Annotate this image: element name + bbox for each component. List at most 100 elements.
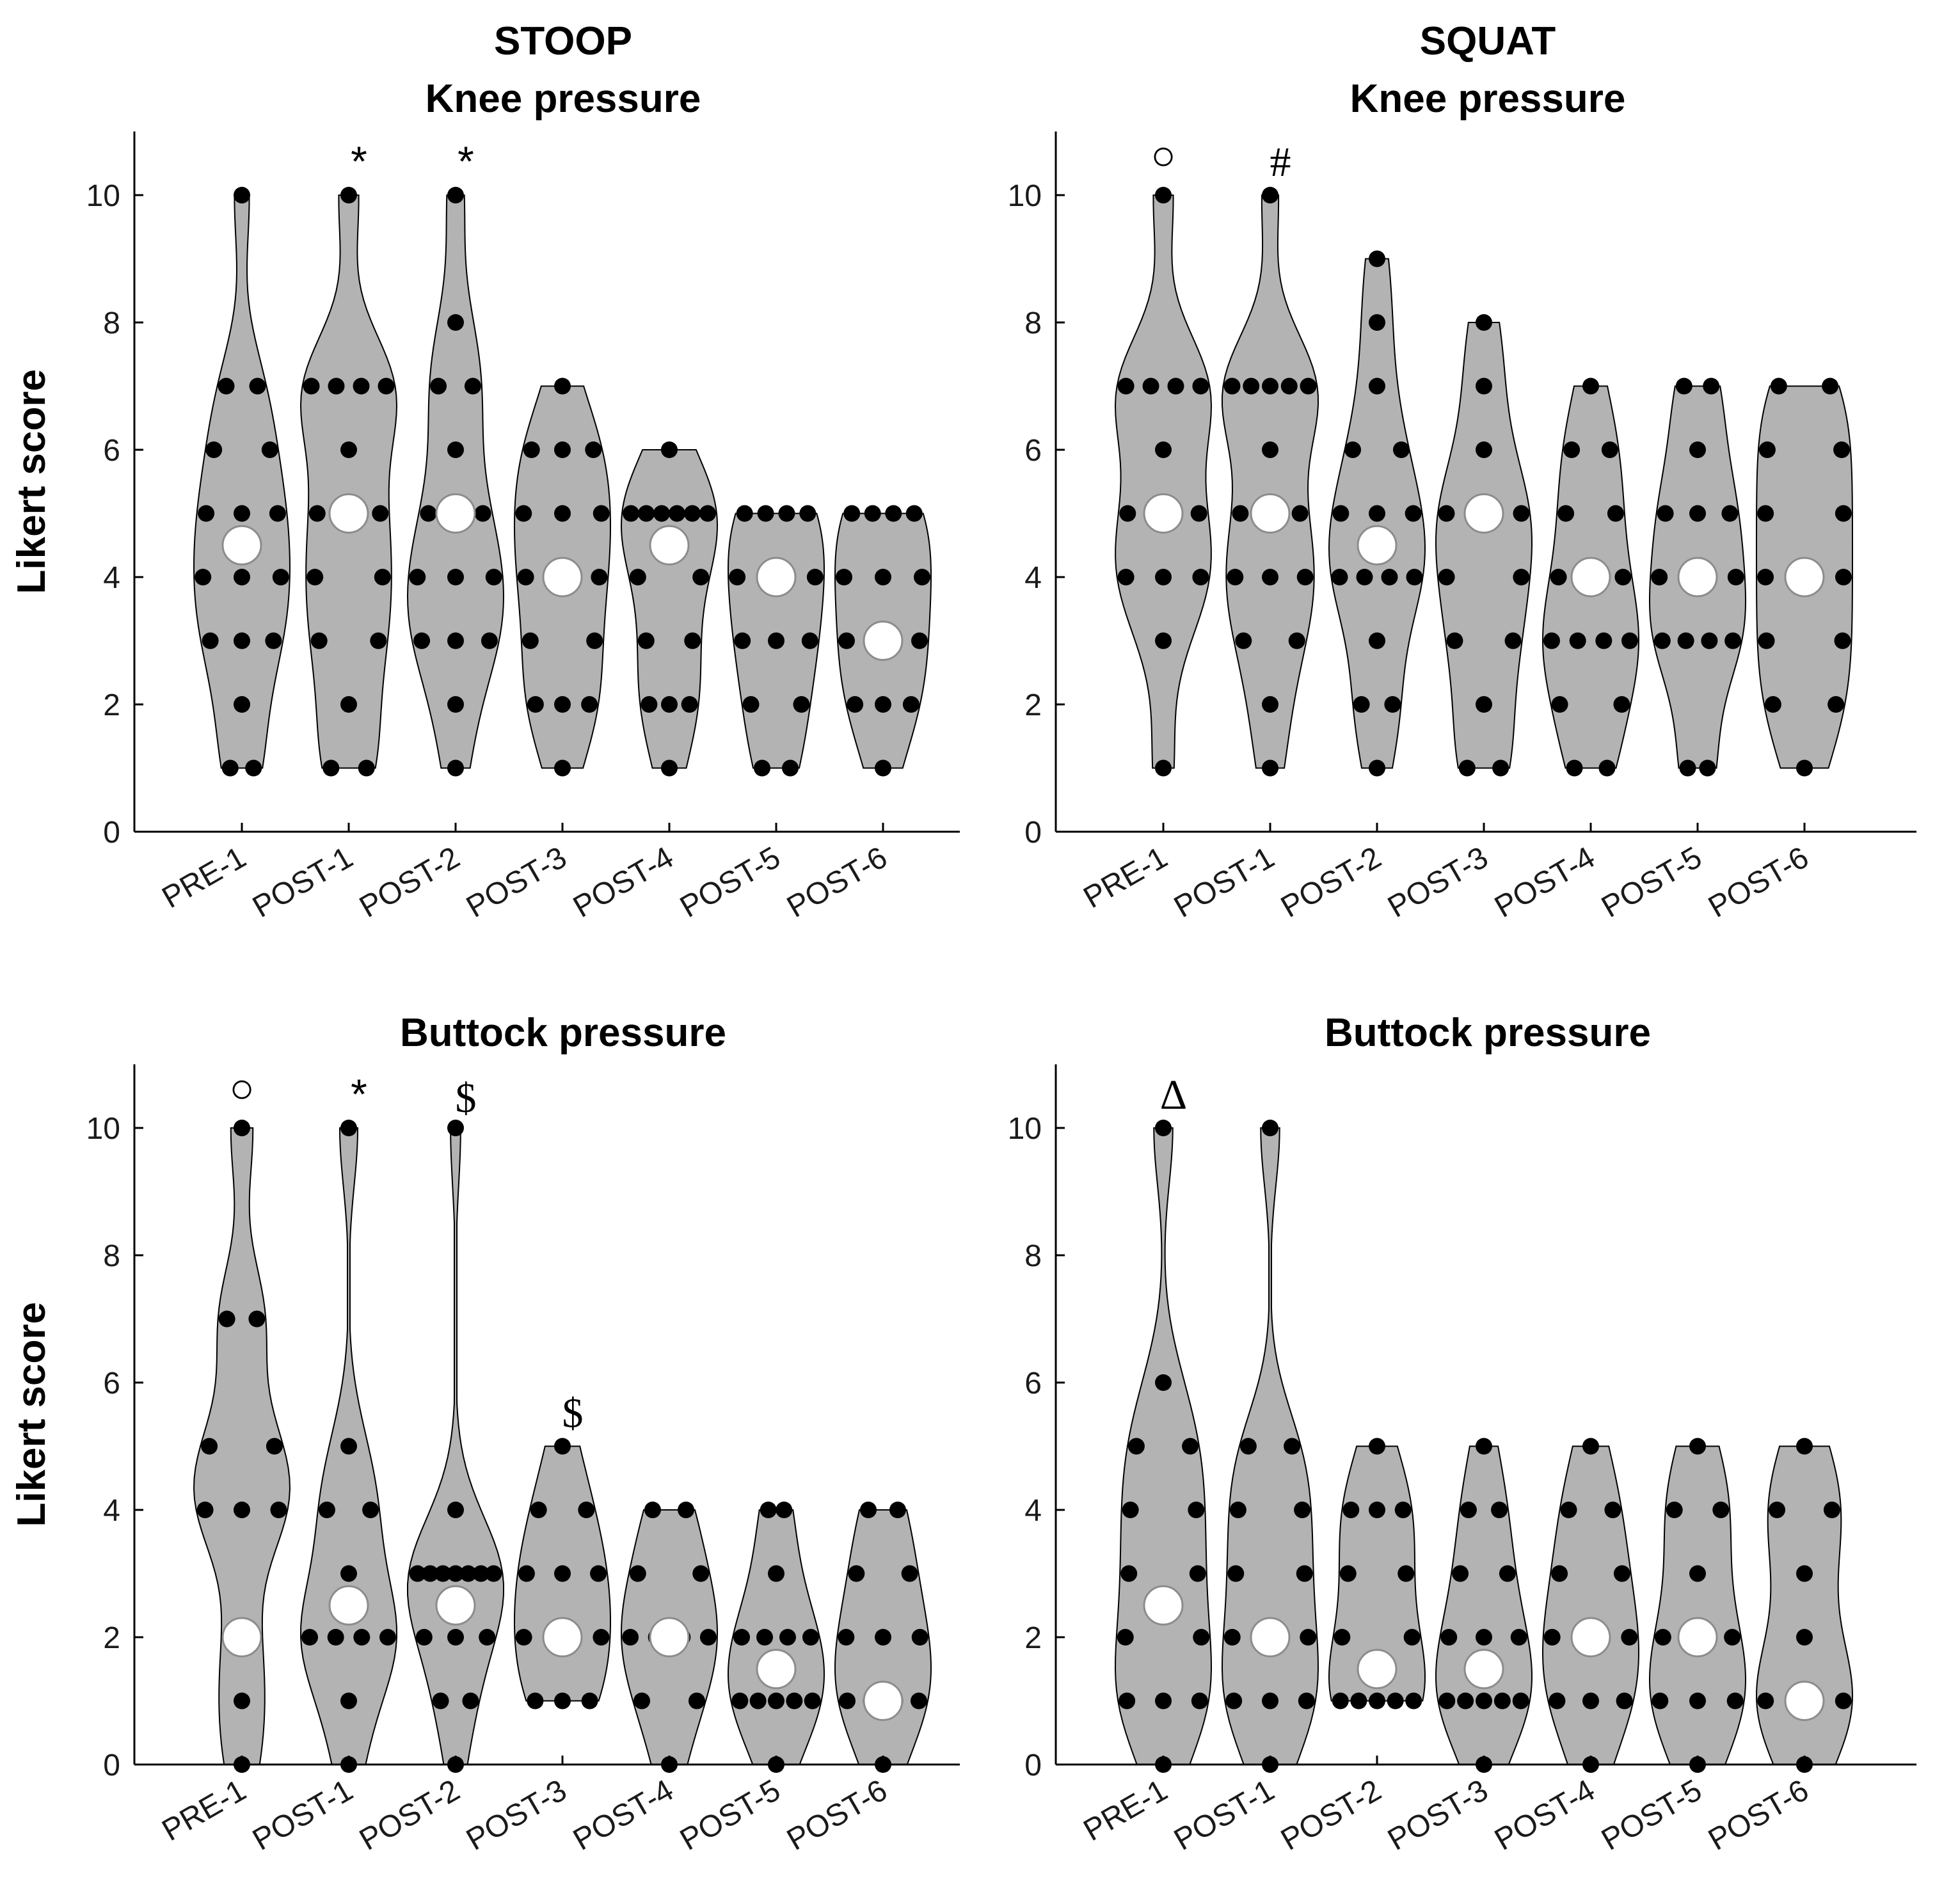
y-axis-label: Likert score bbox=[10, 369, 54, 594]
data-point bbox=[1440, 1629, 1458, 1646]
data-point bbox=[340, 1692, 357, 1710]
data-point bbox=[1677, 632, 1694, 649]
panel-title: Knee pressure bbox=[1350, 77, 1626, 121]
data-point bbox=[1331, 569, 1348, 585]
data-point bbox=[1155, 759, 1172, 777]
data-point bbox=[447, 569, 464, 585]
data-point bbox=[692, 1565, 710, 1582]
data-point bbox=[459, 1565, 477, 1582]
data-point bbox=[782, 759, 799, 777]
data-point bbox=[1598, 759, 1616, 777]
data-point bbox=[1438, 1692, 1456, 1710]
data-point bbox=[692, 569, 710, 585]
data-point bbox=[905, 505, 923, 522]
data-point bbox=[786, 1692, 803, 1710]
x-tick-label: POST-4 bbox=[568, 841, 679, 924]
y-tick-label: 0 bbox=[1024, 816, 1042, 850]
violin-POST-2 bbox=[406, 1127, 505, 1765]
data-point bbox=[272, 569, 289, 585]
data-point bbox=[420, 505, 437, 522]
data-point bbox=[1689, 505, 1706, 522]
data-point bbox=[1757, 505, 1774, 522]
data-point bbox=[479, 1629, 496, 1646]
data-point bbox=[1666, 1502, 1683, 1518]
violin-POST-1 bbox=[1221, 1127, 1319, 1765]
x-tick-label: PRE-1 bbox=[1078, 841, 1174, 916]
data-point bbox=[1342, 1502, 1360, 1518]
data-point bbox=[1300, 377, 1317, 395]
y-tick-label: 2 bbox=[103, 1621, 120, 1655]
data-point bbox=[1757, 569, 1774, 585]
median-marker bbox=[542, 557, 583, 598]
data-point bbox=[1227, 1565, 1245, 1582]
data-point bbox=[1142, 377, 1159, 395]
y-tick-label: 0 bbox=[103, 1749, 120, 1782]
data-point bbox=[1476, 314, 1492, 331]
data-point bbox=[485, 1565, 502, 1582]
data-point bbox=[447, 441, 464, 458]
data-point bbox=[1334, 1629, 1351, 1646]
data-point bbox=[593, 505, 610, 522]
significance-marker: * bbox=[351, 138, 367, 185]
data-point bbox=[1403, 1629, 1421, 1646]
data-point bbox=[1560, 1502, 1577, 1518]
data-point bbox=[1689, 1438, 1706, 1455]
data-point bbox=[1835, 1692, 1852, 1710]
data-point bbox=[1476, 1629, 1492, 1646]
data-point bbox=[1796, 1565, 1813, 1582]
data-point bbox=[629, 1565, 646, 1582]
data-point bbox=[801, 632, 818, 649]
data-point bbox=[1764, 696, 1781, 713]
data-point bbox=[1701, 632, 1718, 649]
data-point bbox=[768, 632, 784, 649]
median-marker bbox=[1357, 525, 1397, 566]
data-point bbox=[1595, 632, 1612, 649]
data-point bbox=[554, 1565, 571, 1582]
median-marker bbox=[435, 493, 476, 534]
data-point bbox=[327, 1629, 344, 1646]
data-point bbox=[581, 696, 598, 713]
data-point bbox=[1339, 1565, 1357, 1582]
data-point bbox=[802, 1629, 819, 1646]
significance-marker: # bbox=[1270, 139, 1291, 186]
data-point bbox=[760, 1502, 777, 1518]
data-point bbox=[1119, 505, 1136, 522]
data-point bbox=[234, 1502, 250, 1518]
violin-PRE-1 bbox=[1114, 1127, 1213, 1765]
x-tick-label: POST-4 bbox=[568, 1773, 679, 1857]
data-point bbox=[1757, 1692, 1774, 1710]
data-point bbox=[1369, 1502, 1385, 1518]
data-point bbox=[447, 696, 464, 713]
data-point bbox=[1117, 377, 1135, 395]
data-point bbox=[1726, 1692, 1744, 1710]
violin-PRE-1 bbox=[193, 194, 291, 769]
data-point bbox=[1369, 505, 1385, 522]
data-point bbox=[1835, 505, 1852, 522]
data-point bbox=[447, 1502, 464, 1518]
data-point bbox=[1369, 759, 1385, 777]
data-point bbox=[910, 1692, 927, 1710]
data-point bbox=[1460, 1502, 1477, 1518]
data-point bbox=[1689, 1565, 1706, 1582]
data-point bbox=[1834, 632, 1851, 649]
data-point bbox=[578, 1502, 595, 1518]
y-tick-label: 10 bbox=[1008, 1112, 1042, 1146]
data-point bbox=[1724, 1629, 1741, 1646]
data-point bbox=[266, 1438, 283, 1455]
data-point bbox=[1543, 1629, 1561, 1646]
data-point bbox=[1476, 696, 1492, 713]
data-point bbox=[1476, 1438, 1492, 1455]
data-point bbox=[1758, 441, 1776, 458]
median-marker bbox=[649, 525, 690, 566]
data-point bbox=[1835, 569, 1852, 585]
data-point bbox=[527, 1692, 544, 1710]
data-point bbox=[1566, 759, 1583, 777]
x-tick-label: PRE-1 bbox=[157, 1773, 252, 1848]
data-point bbox=[379, 1629, 396, 1646]
data-point bbox=[554, 377, 571, 395]
median-marker bbox=[1570, 1617, 1611, 1658]
data-point bbox=[1675, 377, 1692, 395]
y-tick-label: 2 bbox=[103, 688, 120, 722]
violin-PRE-1 bbox=[1114, 194, 1213, 769]
data-point bbox=[1155, 1120, 1172, 1136]
